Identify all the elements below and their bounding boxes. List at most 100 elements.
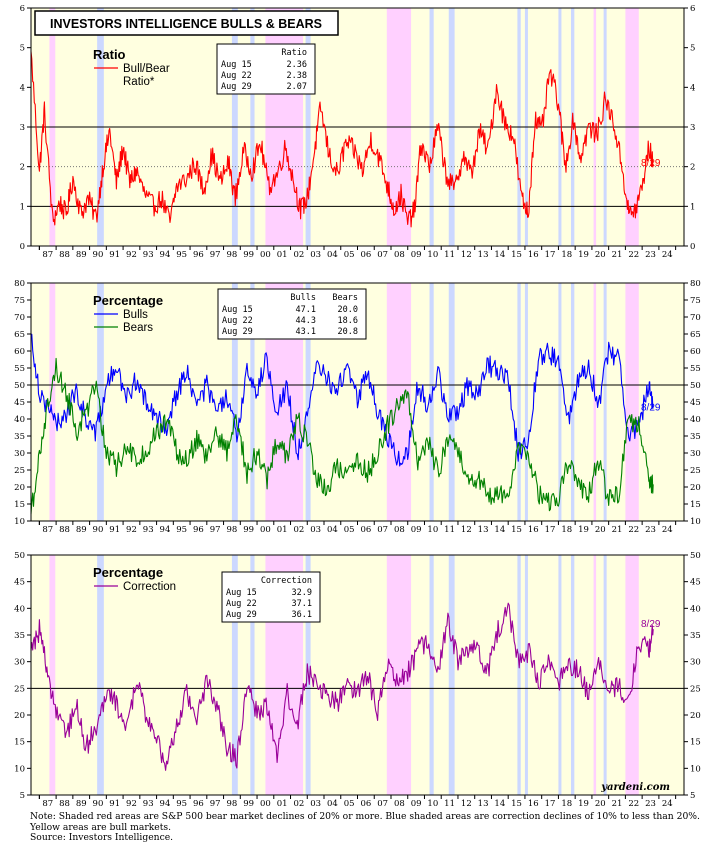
correction-band: [448, 283, 455, 521]
y-tick-label-left: 20: [14, 483, 25, 493]
x-tick-label: 90: [93, 250, 104, 260]
chart-title: INVESTORS INTELLIGENCE BULLS & BEARS: [50, 17, 322, 31]
x-tick-label: 97: [210, 799, 221, 809]
data-table-cell: 47.1: [296, 305, 316, 315]
x-tick-label: 06: [360, 250, 371, 260]
data-table-cell: 18.6: [338, 316, 358, 326]
data-table-cell: Aug 29: [222, 327, 253, 337]
correction-band: [558, 283, 562, 521]
legend-label: Bull/Bear: [123, 63, 170, 75]
x-tick-label: 04: [327, 799, 338, 809]
x-tick-label: 22: [628, 799, 639, 809]
data-table-cell: 2.07: [287, 82, 307, 92]
y-tick-label-left: 1: [20, 202, 25, 212]
correction-band: [448, 555, 455, 795]
x-tick-label: 17: [545, 250, 556, 260]
y-tick-label-right: 50: [690, 381, 701, 391]
x-tick-label: 20: [595, 525, 606, 535]
y-tick-label-right: 80: [690, 279, 701, 289]
x-tick-label: 88: [59, 525, 70, 535]
y-tick-label-right: 60: [690, 347, 701, 357]
x-tick-label: 94: [160, 250, 171, 260]
end-date-label: 8/29: [641, 158, 661, 169]
series-line-bull-bear-ratio: [30, 51, 654, 228]
y-tick-label-right: 55: [690, 364, 701, 374]
y-tick-label-right: 10: [690, 764, 701, 774]
x-tick-label: 08: [394, 250, 405, 260]
correction-band: [97, 283, 104, 521]
data-table-cell: 20.0: [338, 305, 358, 315]
y-tick-label-right: 3: [690, 123, 695, 133]
x-tick-label: 21: [612, 799, 623, 809]
end-date-label: 8/29: [641, 402, 661, 413]
y-tick-label-left: 75: [14, 296, 25, 306]
x-tick-label: 88: [59, 799, 70, 809]
x-tick-label: 18: [561, 250, 572, 260]
y-tick-label-left: 35: [14, 432, 25, 442]
data-table-cell: 36.1: [292, 610, 312, 620]
x-tick-label: 00: [260, 799, 271, 809]
y-tick-label-right: 25: [690, 684, 701, 694]
y-tick-label-left: 10: [14, 517, 25, 527]
x-tick-label: 95: [176, 525, 187, 535]
y-tick-label-left: 25: [14, 684, 25, 694]
x-tick-label: 95: [176, 799, 187, 809]
x-tick-label: 18: [561, 799, 572, 809]
bear-market-band: [386, 283, 412, 521]
panel-correction: 5 5 10 10 15 15 20 20 25 25 30 30 35 35 40 40 45 45 50 50 87…: [14, 551, 701, 809]
x-tick-label: 12: [461, 799, 472, 809]
y-tick-label-right: 25: [690, 466, 701, 476]
data-table-cell: Aug 22: [226, 599, 257, 609]
x-tick-label: 04: [327, 250, 338, 260]
x-tick-label: 98: [227, 799, 238, 809]
bear-market-band: [625, 283, 639, 521]
correction-band: [231, 555, 238, 795]
x-tick-label: 13: [478, 250, 489, 260]
y-tick-label-right: 4: [690, 83, 695, 93]
x-tick-label: 02: [293, 525, 304, 535]
y-tick-label-right: 65: [690, 330, 701, 340]
y-tick-label-right: 15: [690, 738, 701, 748]
data-table-header: Bears: [332, 293, 358, 303]
x-tick-label: 20: [595, 799, 606, 809]
panel-heading: Ratio: [93, 47, 126, 62]
y-tick-label-right: 20: [690, 711, 701, 721]
data-table-cell: Aug 15: [222, 305, 253, 315]
x-tick-label: 18: [561, 525, 572, 535]
x-tick-label: 91: [109, 250, 120, 260]
legend-label: Ratio*: [123, 76, 155, 88]
x-tick-label: 14: [494, 525, 505, 535]
x-tick-label: 96: [193, 525, 204, 535]
legend-label: Bulls: [123, 309, 148, 321]
x-tick-label: 09: [411, 250, 422, 260]
x-tick-label: 22: [628, 525, 639, 535]
bear-market-band: [593, 283, 597, 521]
series-line-bears: [30, 357, 654, 515]
data-table-cell: 2.38: [287, 71, 307, 81]
data-table-cell: 37.1: [292, 599, 312, 609]
y-tick-label-left: 45: [14, 578, 25, 588]
x-tick-label: 94: [160, 525, 171, 535]
y-tick-label-right: 20: [690, 483, 701, 493]
x-tick-label: 05: [344, 525, 355, 535]
y-tick-label-left: 50: [14, 551, 25, 561]
y-tick-label-left: 40: [14, 604, 25, 614]
x-tick-label: 87: [42, 525, 53, 535]
y-tick-label-left: 10: [14, 764, 25, 774]
y-tick-label-left: 6: [20, 4, 25, 14]
x-tick-label: 03: [310, 250, 321, 260]
y-tick-label-right: 35: [690, 432, 701, 442]
legend-label: Bears: [123, 322, 153, 334]
x-tick-label: 92: [126, 525, 137, 535]
x-tick-label: 92: [126, 799, 137, 809]
bear-market-band: [49, 283, 56, 521]
bear-market-band: [49, 555, 56, 795]
chart-title-box: INVESTORS INTELLIGENCE BULLS & BEARS: [34, 10, 339, 36]
x-tick-label: 07: [377, 799, 388, 809]
y-tick-label-left: 0: [20, 242, 25, 252]
x-tick-label: 89: [76, 799, 87, 809]
y-tick-label-left: 80: [14, 279, 25, 289]
x-tick-label: 16: [528, 799, 539, 809]
x-tick-label: 87: [42, 250, 53, 260]
